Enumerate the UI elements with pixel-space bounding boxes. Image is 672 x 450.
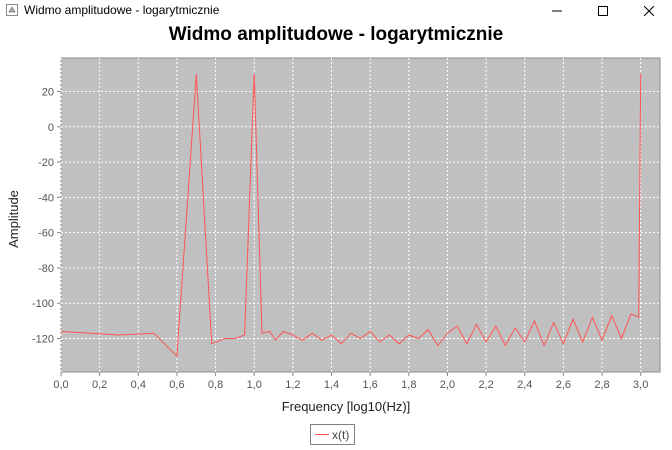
y-tick-label: -120 (32, 333, 54, 345)
x-tick-label: 1,6 (363, 379, 378, 391)
y-tick-label: 20 (42, 87, 54, 99)
x-tick-label: 0,2 (92, 379, 107, 391)
java-app-icon (6, 4, 18, 16)
window-titlebar: Widmo amplitudowe - logarytmicznie (0, 0, 672, 22)
y-tick-label: 0 (48, 122, 54, 134)
x-tick-label: 2,2 (478, 379, 493, 391)
x-tick-label: 0,4 (131, 379, 146, 391)
x-tick-label: 3,0 (633, 379, 648, 391)
maximize-button[interactable] (580, 0, 626, 22)
y-tick-label: -20 (38, 157, 54, 169)
y-tick-label: -40 (38, 192, 54, 204)
x-tick-label: 1,2 (285, 379, 300, 391)
x-tick-label: 1,0 (247, 379, 262, 391)
x-tick-label: 0,8 (208, 379, 223, 391)
x-tick-label: 2,8 (594, 379, 609, 391)
x-axis-label: Frequency [log10(Hz)] (282, 399, 411, 414)
y-tick-label: -60 (38, 228, 54, 240)
legend: x(t) (310, 424, 356, 445)
x-tick-label: 2,0 (440, 379, 455, 391)
x-tick-label: 2,4 (517, 379, 532, 391)
x-tick-label: 2,6 (556, 379, 571, 391)
maximize-icon (598, 6, 608, 16)
close-button[interactable] (626, 0, 672, 22)
close-icon (644, 6, 654, 16)
y-tick-label: -80 (38, 263, 54, 275)
x-tick-label: 1,8 (401, 379, 416, 391)
grid-lines (60, 58, 660, 372)
x-tick-label: 0,6 (169, 379, 184, 391)
window-title: Widmo amplitudowe - logarytmicznie (24, 3, 220, 17)
legend-label: x(t) (332, 427, 350, 442)
series-line-0 (60, 73, 642, 358)
legend-swatch (315, 434, 329, 435)
series-layer (60, 73, 642, 358)
chart-title: Widmo amplitudowe - logarytmicznie (168, 24, 504, 45)
x-tick-label: 1,4 (324, 379, 339, 391)
y-axis-label: Amplitude (6, 190, 21, 248)
minimize-icon (552, 10, 562, 12)
axes: 0,0 0,2 0,4 0,6 0,8 1,0 1,2 1,4 1,6 1,8 2,0 2,2 2,4 2… (32, 87, 648, 391)
minimize-button[interactable] (534, 0, 580, 22)
y-tick-label: -100 (32, 298, 54, 310)
plot-area (60, 57, 661, 373)
x-tick-label: 0,0 (53, 379, 68, 391)
